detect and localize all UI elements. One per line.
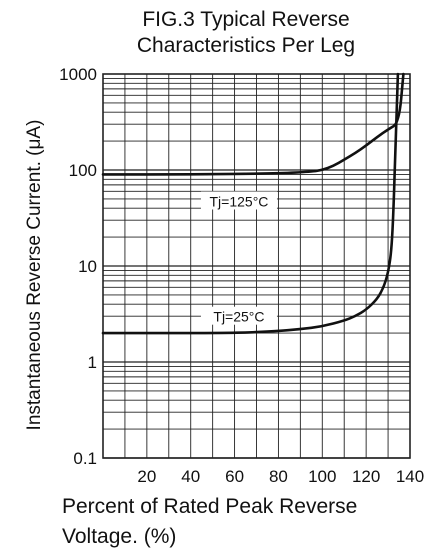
curve-tj-125c	[101, 72, 405, 176]
plot-frame	[102, 73, 411, 459]
x-axis-label-line-1: Percent of Rated Peak Reverse	[62, 495, 357, 518]
curve-label-tj-25c: Tj=25°C	[213, 309, 264, 325]
plot-grid	[102, 73, 411, 459]
x-tick-label: 120	[352, 467, 380, 486]
axis-ticks: 0.1 1 10 100 1000 20 40 60 80 100 120 140	[59, 65, 424, 486]
x-axis-label-line-2: Voltage. (%)	[62, 525, 176, 548]
y-tick-label: 1000	[59, 65, 97, 84]
curve-labels: Tj=125°C Tj=25°C	[200, 191, 277, 325]
x-tick-label: 140	[396, 467, 424, 486]
data-curves	[101, 72, 405, 335]
chart-title-line-2: Characteristics Per Leg	[137, 34, 355, 57]
y-tick-label: 1	[88, 353, 97, 372]
x-tick-label: 60	[225, 467, 244, 486]
curve-label-tj-125c: Tj=125°C	[210, 193, 269, 209]
x-tick-label: 40	[181, 467, 200, 486]
x-tick-label: 20	[137, 467, 156, 486]
curve-tj-25c	[101, 72, 400, 335]
y-tick-label: 100	[69, 161, 97, 180]
x-tick-label: 100	[308, 467, 336, 486]
curve-label-backing	[200, 306, 277, 325]
x-tick-label: 80	[269, 467, 288, 486]
y-tick-label: 0.1	[73, 449, 97, 468]
chart-title-line-1: FIG.3 Typical Reverse	[142, 8, 349, 31]
curve-label-backing	[200, 191, 277, 210]
y-axis-label: Instantaneous Reverse Current. (μA)	[24, 120, 45, 431]
y-tick-label: 10	[78, 257, 97, 276]
